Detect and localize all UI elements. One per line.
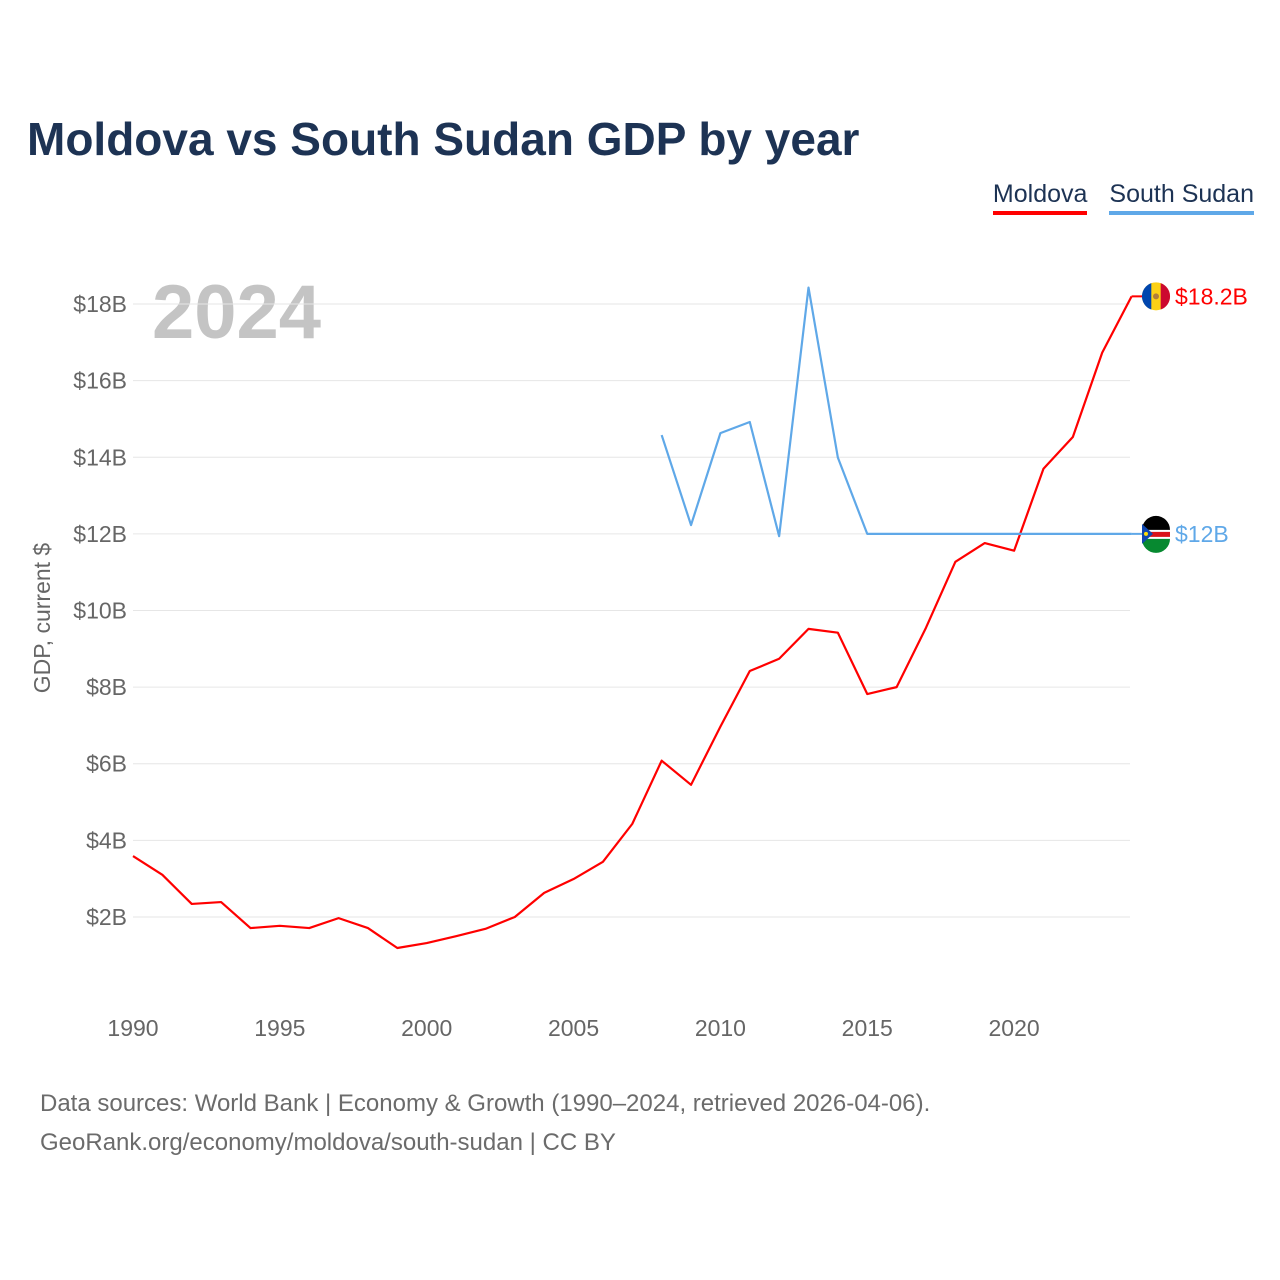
y-tick-label: $16B [73,368,127,394]
x-tick-label: 2000 [401,1015,452,1041]
footer: Data sources: World Bank | Economy & Gro… [40,1084,930,1162]
legend-moldova[interactable]: Moldova [992,180,1088,215]
end-value-label: $18.2B [1175,283,1248,309]
x-tick-label: 2015 [842,1015,893,1041]
footer-link[interactable]: GeoRank.org/economy/moldova/south-sudan … [40,1129,616,1156]
flag-emblem [1153,293,1159,300]
flag-star [1144,531,1148,536]
y-tick-label: $2B [86,904,127,930]
y-tick-label: $4B [86,827,127,853]
flag-stripe [1142,531,1170,537]
x-tick-label: 2020 [989,1015,1040,1041]
y-tick-label: $10B [73,598,127,624]
chart-title: Moldova vs South Sudan GDP by year [27,113,860,165]
y-tick-label: $6B [86,751,127,777]
x-tick-label: 2010 [695,1015,746,1041]
year-label: 2024 [152,270,321,355]
legend: Moldova South Sudan [992,180,1254,215]
y-tick-label: $8B [86,674,127,700]
flag-stripe [1141,283,1152,310]
footer-sources: Data sources: World Bank | Economy & Gro… [40,1090,931,1117]
flag-stripe [1160,283,1171,310]
end-value-label: $12B [1175,521,1229,547]
y-tick-label: $14B [73,444,127,470]
flag-stripe [1142,515,1170,530]
flag-stripe [1142,538,1170,553]
series-line-south-sudan [660,286,1132,538]
x-tick-label: 2005 [548,1015,599,1041]
x-tick-label: 1995 [254,1015,305,1041]
legend-south-sudan[interactable]: South Sudan [1109,180,1254,215]
y-axis-label: GDP, current $ [29,543,55,694]
y-tick-label: $12B [73,521,127,547]
y-tick-label: $18B [73,291,127,317]
x-tick-label: 1990 [107,1015,158,1041]
series-line-moldova [132,295,1133,950]
